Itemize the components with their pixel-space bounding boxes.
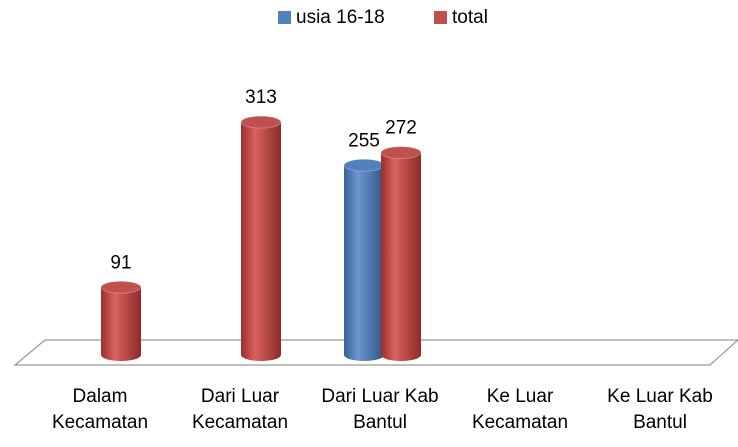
bar-bottom <box>344 349 384 361</box>
bar-top <box>343 158 385 172</box>
floor <box>13 339 738 366</box>
x-tick-label: Ke Luar Kab Bantul <box>607 386 713 433</box>
bar-top <box>380 146 422 160</box>
legend-label: usia 16-18 <box>296 7 385 28</box>
data-label: 255 <box>348 130 380 151</box>
data-label: 91 <box>110 252 131 273</box>
legend-swatch <box>278 11 291 24</box>
x-tick-label: Dari Luar Kab Bantul <box>321 386 439 433</box>
bar-top <box>100 280 142 294</box>
bar-body <box>101 287 141 355</box>
bar-body <box>344 165 384 355</box>
bar <box>380 146 422 361</box>
x-tick-label: Dalam Kecamatan <box>51 386 149 433</box>
bar-bottom <box>101 349 141 361</box>
bar-bottom <box>381 349 421 361</box>
data-label: 313 <box>245 87 277 108</box>
bar <box>343 158 385 361</box>
bar-bottom <box>241 349 281 361</box>
data-label: 272 <box>385 118 417 139</box>
legend-swatch <box>434 11 447 24</box>
x-tick-label: Dari Luar Kecamatan <box>191 386 289 433</box>
legend-label: total <box>452 7 488 28</box>
x-tick-label: Ke Luar Kecamatan <box>471 386 569 433</box>
bar-body <box>241 122 281 356</box>
bar <box>240 115 282 361</box>
bar <box>100 280 142 361</box>
bar-body <box>381 152 421 355</box>
bar-top <box>240 115 282 129</box>
